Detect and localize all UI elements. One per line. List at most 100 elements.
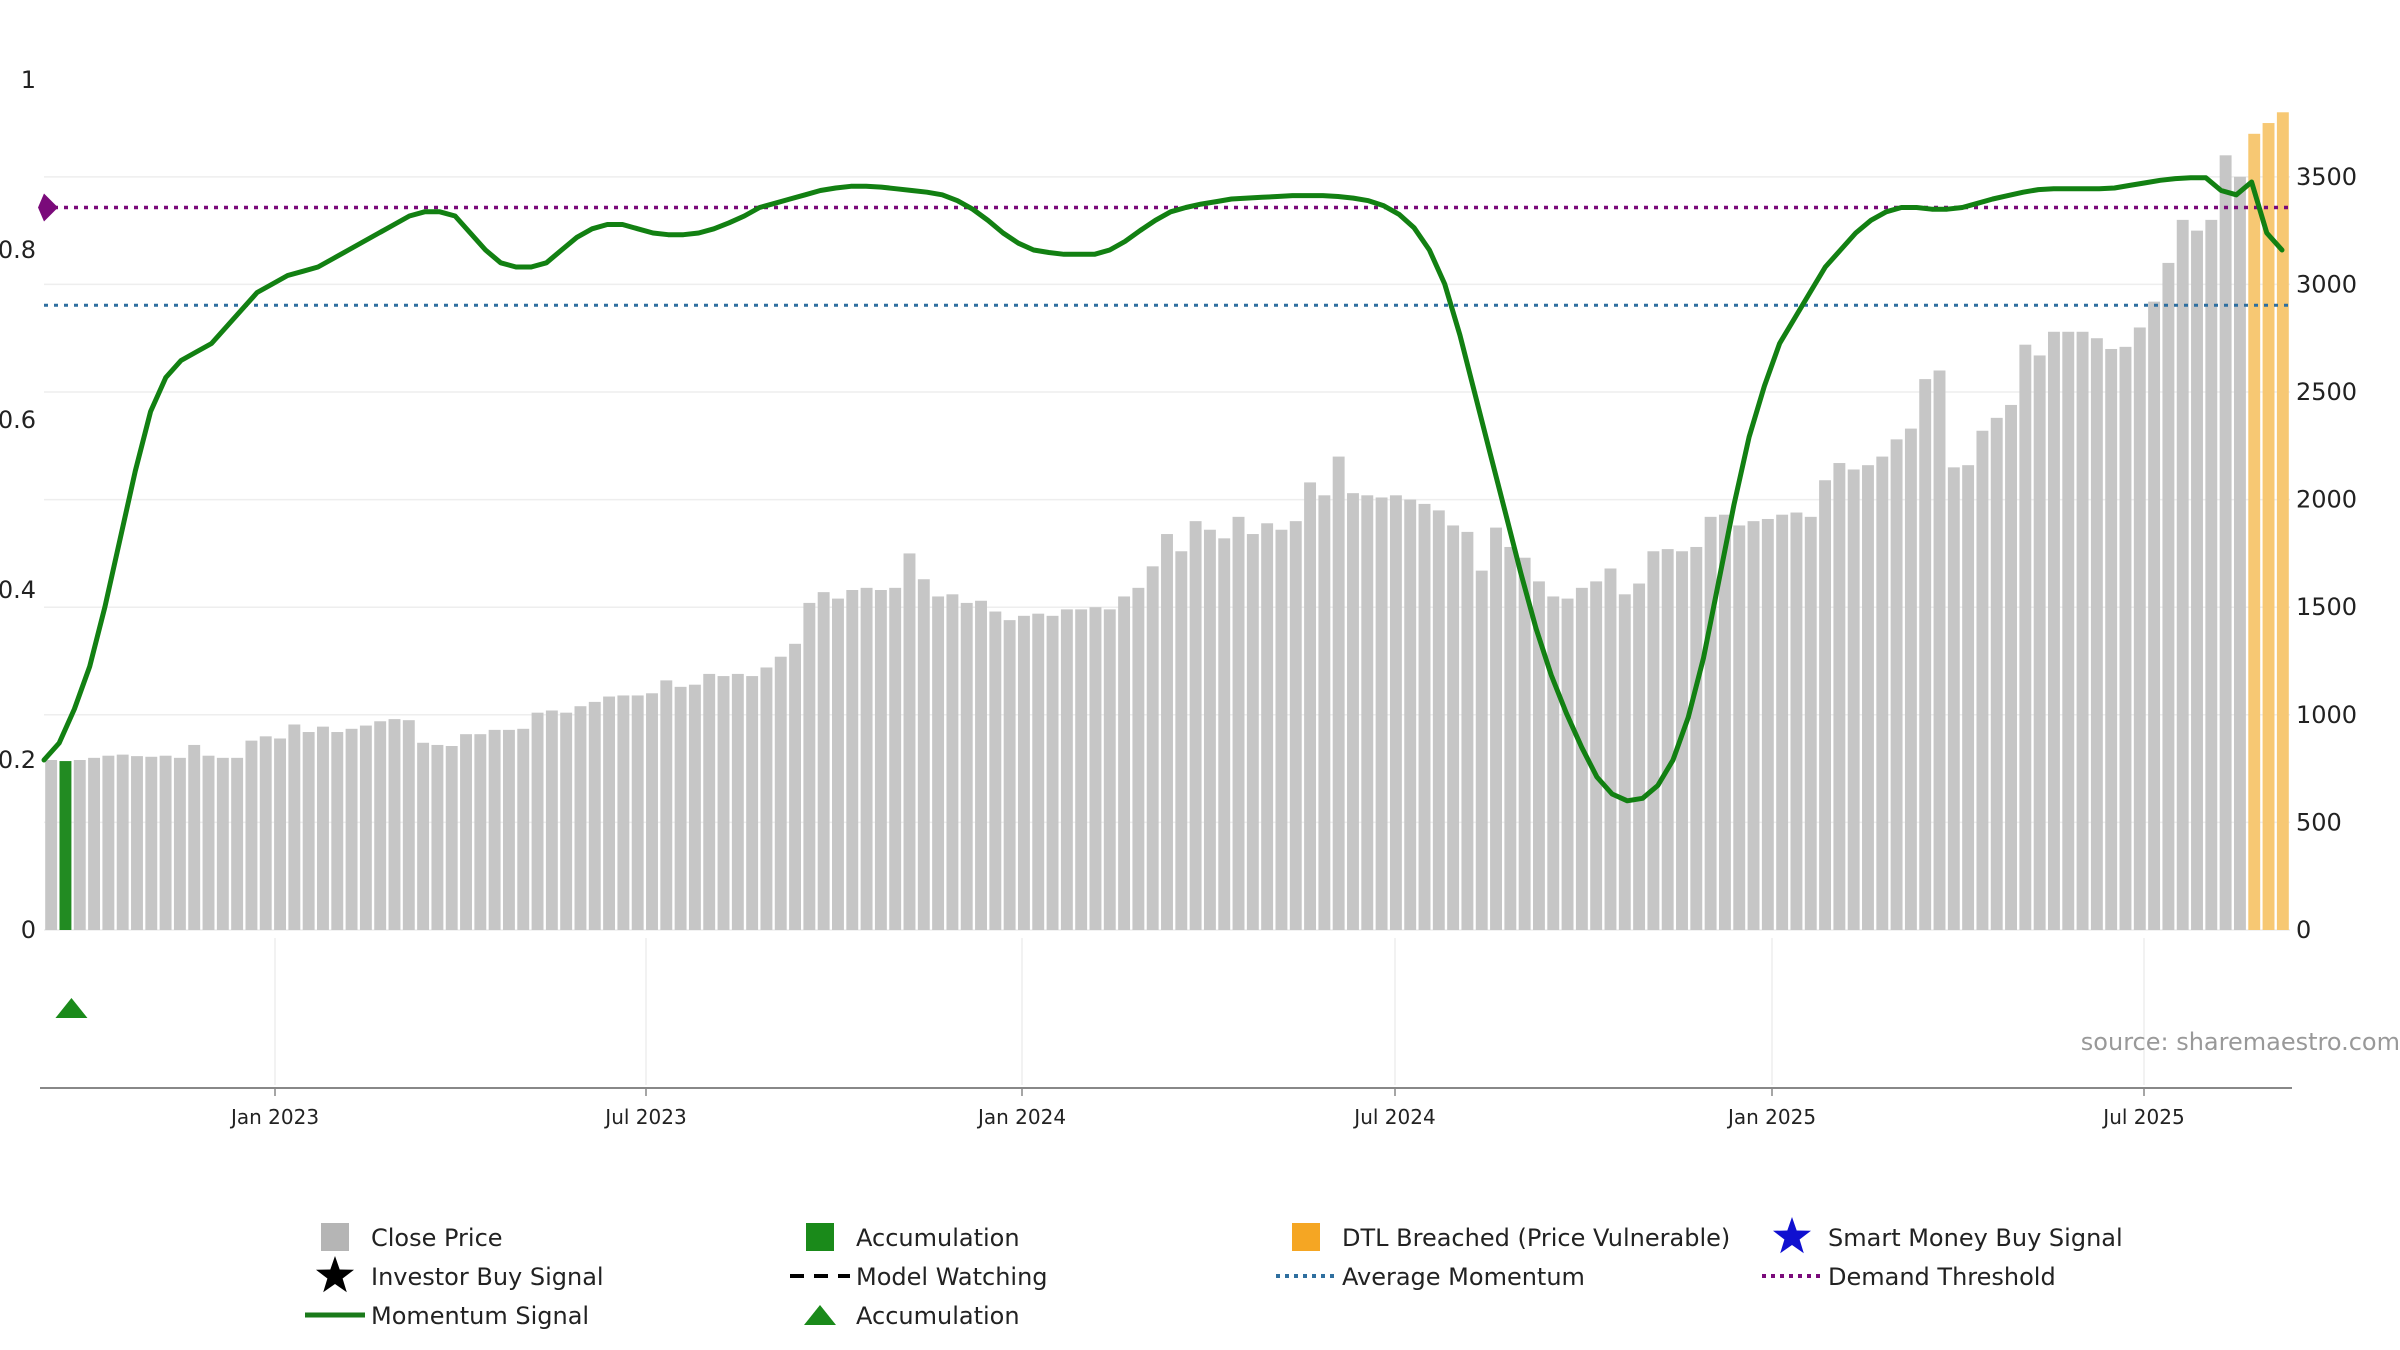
close-price-bar — [846, 590, 859, 930]
legend-label: Smart Money Buy Signal — [1828, 1224, 2123, 1252]
close-price-bar — [259, 736, 272, 930]
close-price-bar — [1490, 527, 1502, 930]
close-price-bar — [1862, 465, 1874, 930]
close-price-bar — [402, 720, 415, 930]
close-price-bar — [1933, 370, 1946, 930]
legend-label: Investor Buy Signal — [371, 1263, 604, 1291]
close-price-bar — [1547, 596, 1560, 930]
close-price-bar — [889, 587, 902, 930]
y-right-tick-label: 1000 — [2296, 701, 2357, 729]
close-price-bar — [231, 757, 244, 930]
close-price-bar — [359, 725, 372, 930]
close-price-bar — [803, 602, 816, 930]
accumulation-triangle — [55, 998, 88, 1018]
close-price-bar — [302, 732, 315, 930]
close-price-bar — [59, 761, 72, 930]
close-price-bar — [374, 721, 387, 930]
legend-swatch-star — [1773, 1217, 1811, 1254]
close-price-bar — [789, 643, 802, 930]
close-price-bar — [1761, 518, 1774, 930]
close-price-bar — [216, 757, 229, 930]
close-price-bar — [588, 701, 601, 930]
close-price-bar — [817, 592, 830, 930]
close-price-bar — [2062, 331, 2075, 930]
close-price-bar — [2033, 355, 2046, 931]
close-price-bar — [345, 728, 358, 930]
legend-label: Momentum Signal — [371, 1302, 589, 1330]
close-price-bar — [2048, 331, 2060, 930]
close-price-bar — [1347, 493, 1359, 930]
close-price-bar — [2205, 219, 2218, 930]
close-price-bar — [1232, 516, 1245, 930]
close-price-bar — [1418, 503, 1431, 930]
close-price-bar — [874, 590, 887, 930]
close-price-bar — [1590, 581, 1603, 930]
close-price-bar — [1304, 482, 1317, 930]
x-tick-label: Jul 2025 — [2101, 1105, 2184, 1129]
close-price-bar — [116, 754, 129, 930]
close-price-bar — [2219, 155, 2232, 930]
close-price-bar — [1075, 609, 1088, 930]
axes: Jan 2023 Jul 2023 Jan 2024 Jul 2024 Jan 2025… — [0, 66, 2357, 1129]
close-price-bar — [1261, 523, 1274, 930]
close-price-bar — [545, 710, 558, 930]
close-price-bar — [1132, 587, 1145, 930]
close-price-bar — [2148, 301, 2161, 930]
close-price-bar — [1318, 495, 1331, 930]
close-price-bar — [1161, 534, 1173, 930]
close-price-bar — [1804, 516, 1817, 930]
close-price-bar — [1904, 428, 1917, 930]
close-price-bar — [774, 656, 787, 930]
close-price-bar — [173, 757, 186, 930]
close-price-bar — [88, 757, 101, 930]
close-price-bar — [1962, 465, 1975, 930]
close-price-bar — [2262, 123, 2275, 931]
close-price-bar — [73, 760, 86, 930]
close-price-bar — [1604, 568, 1617, 930]
close-price-bar — [1690, 546, 1703, 930]
x-tick-label: Jan 2025 — [1726, 1105, 1816, 1129]
legend-swatch-star — [316, 1256, 354, 1293]
legend-label: Accumulation — [856, 1302, 1020, 1330]
close-price-bar — [631, 695, 644, 930]
close-price-bar — [1246, 534, 1259, 930]
x-tick-label: Jul 2024 — [1352, 1105, 1435, 1129]
momentum-signal-group — [41, 175, 2285, 804]
y-right-tick-label: 1500 — [2296, 593, 2357, 621]
close-price-bar — [560, 712, 573, 930]
close-price-bar — [1633, 583, 1646, 930]
close-price-bar — [1361, 495, 1374, 930]
close-price-bar — [1532, 581, 1545, 930]
close-price-bar — [1947, 467, 1960, 930]
close-price-bar — [1017, 615, 1030, 930]
close-price-bar — [1375, 497, 1388, 930]
close-price-bar — [688, 684, 701, 930]
close-price-bar — [946, 594, 959, 930]
close-price-bar — [603, 696, 616, 930]
close-price-bar — [1776, 514, 1789, 930]
close-price-bar — [1790, 512, 1803, 930]
close-price-bar — [460, 734, 472, 930]
close-price-bar — [2119, 346, 2132, 930]
legend-swatch-square — [806, 1223, 834, 1251]
close-price-bar — [1189, 521, 1202, 930]
close-price-bar — [717, 676, 730, 930]
close-price-bar — [388, 719, 401, 930]
close-price-bar — [617, 695, 630, 930]
legend-label: Average Momentum — [1342, 1263, 1585, 1291]
close-price-bar — [646, 693, 658, 930]
close-price-bar — [1447, 525, 1460, 930]
legend-label: DTL Breached (Price Vulnerable) — [1342, 1224, 1730, 1252]
close-price-bar — [860, 587, 873, 930]
close-price-bar — [975, 600, 987, 930]
close-price-bar — [331, 732, 344, 930]
close-price-bar — [1976, 430, 1989, 930]
y-left-tick-label: 0 — [21, 916, 36, 944]
close-price-bar — [703, 673, 716, 930]
close-price-bar — [1504, 546, 1517, 930]
close-price-bar — [431, 744, 444, 930]
close-price-bar — [1046, 615, 1059, 930]
close-price-bar — [1876, 456, 1889, 930]
close-price-bar — [245, 740, 258, 930]
close-price-bar — [2191, 230, 2203, 930]
